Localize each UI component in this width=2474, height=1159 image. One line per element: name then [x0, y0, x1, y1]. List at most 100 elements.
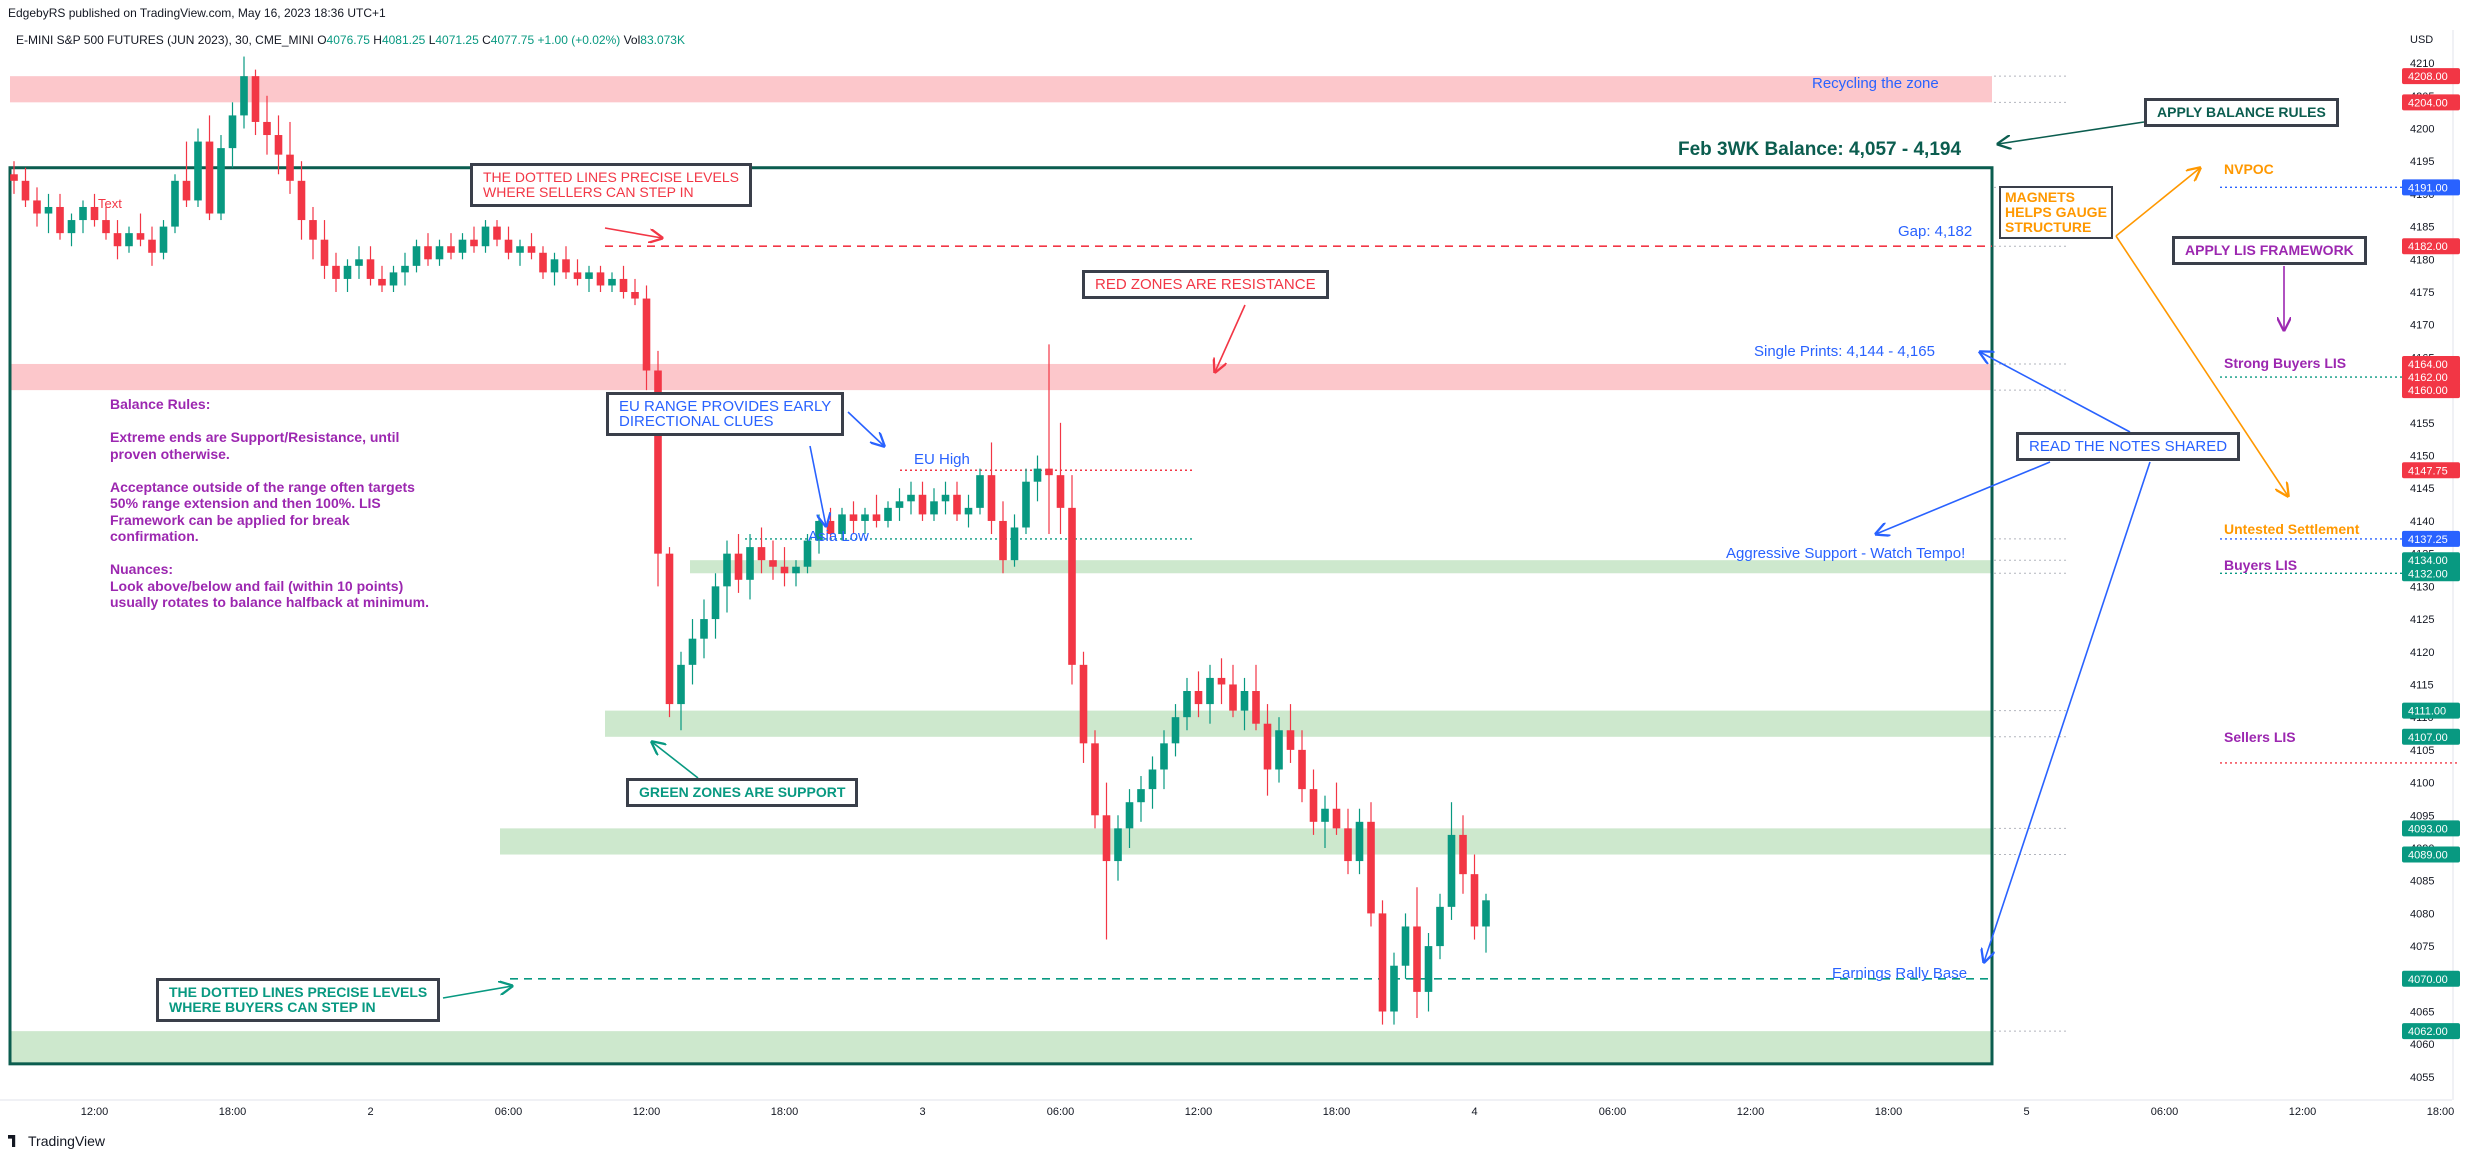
candle-body: [309, 220, 317, 240]
candle-body: [1321, 808, 1329, 822]
candle-body: [1160, 743, 1168, 770]
candle-body: [654, 370, 662, 554]
candle-body: [21, 180, 30, 201]
candle-body: [1091, 743, 1099, 816]
candle-body: [585, 272, 593, 279]
y-tick-label: 4055: [2410, 1072, 2434, 1084]
support-zone: [10, 1031, 1992, 1064]
price-tag-label: 4132.00: [2408, 568, 2448, 580]
y-tick-label: 4140: [2410, 516, 2434, 528]
x-tick-label: 18:00: [1323, 1106, 1351, 1118]
candle-body: [838, 514, 846, 535]
price-tag: [2402, 382, 2460, 399]
resistance-zone: [10, 363, 1992, 391]
candle-body: [1114, 828, 1122, 862]
candle-body: [67, 220, 76, 234]
x-tick-label: 18:00: [219, 1106, 247, 1118]
tradingview-brand[interactable]: TradingView: [28, 1133, 106, 1149]
annotation-arrow: [1984, 461, 2151, 962]
candle-body: [1482, 900, 1490, 927]
candle-body: [1206, 677, 1214, 705]
eu-range-box: EU RANGE PROVIDES EARLY DIRECTIONAL CLUE…: [606, 392, 845, 436]
y-tick-label: 4180: [2410, 254, 2434, 266]
candle-body: [1309, 789, 1318, 822]
x-tick-label: 18:00: [1875, 1106, 1903, 1118]
price-tag-label: 4147.75: [2408, 465, 2448, 477]
candle-body: [320, 239, 329, 266]
candle-body: [815, 520, 823, 541]
candle-body: [286, 154, 294, 181]
candle-body: [389, 272, 398, 286]
candle-body: [780, 566, 789, 574]
y-tick-label: 4210: [2410, 58, 2434, 70]
candle-body: [263, 121, 271, 136]
price-tag-label: 4107.00: [2408, 732, 2448, 744]
support-zone: [500, 828, 1992, 855]
dotted-sellers-box: THE DOTTED LINES PRECISE LEVELS WHERE SE…: [470, 163, 752, 207]
gap-label: Gap: 4,182: [1898, 223, 1973, 240]
y-tick-label: 4105: [2410, 745, 2434, 757]
candle-body: [631, 292, 639, 299]
single-prints-label: Single Prints: 4,144 - 4,165: [1754, 343, 1935, 360]
candle-body: [746, 547, 754, 580]
x-tick-label: 18:00: [771, 1106, 799, 1118]
open-value: 4076.75: [326, 33, 370, 47]
x-tick-label: 12:00: [633, 1106, 661, 1118]
candle-body: [1171, 717, 1180, 744]
price-tag: [2402, 552, 2460, 569]
earnings-rally-label: Earnings Rally Base: [1832, 965, 1968, 982]
text-marker: Text: [98, 196, 122, 211]
price-tag: [2402, 462, 2460, 479]
candle-body: [1332, 808, 1341, 829]
price-tag-label: 4191.00: [2408, 182, 2448, 194]
x-tick-label: 3: [919, 1106, 925, 1118]
close-label: C: [482, 33, 491, 47]
price-tag: [2402, 970, 2460, 987]
y-tick-label: 4195: [2410, 156, 2434, 168]
candle-body: [56, 206, 64, 234]
price-tag: [2402, 820, 2460, 837]
y-tick-label: 4095: [2410, 810, 2434, 822]
price-tag: [2402, 702, 2460, 719]
price-tag-label: 4182.00: [2408, 241, 2448, 253]
candle-body: [1367, 821, 1375, 914]
y-tick-label: 4080: [2410, 908, 2434, 920]
candle-body: [1194, 691, 1203, 705]
candle-body: [999, 520, 1007, 561]
symbol-name[interactable]: E-MINI S&P 500 FUTURES (JUN 2023), 30, C…: [16, 33, 314, 47]
x-tick-label: 06:00: [495, 1106, 523, 1118]
balance-range-box: [8, 166, 1994, 1066]
buyers-lis-label: Buyers LIS: [2224, 557, 2298, 573]
candle-body: [33, 200, 41, 214]
candle-body: [10, 174, 18, 181]
price-tag-label: 4089.00: [2408, 850, 2448, 862]
x-tick-label: 12:00: [2289, 1106, 2317, 1118]
candle-body: [1079, 664, 1088, 744]
read-notes-box: READ THE NOTES SHARED: [2016, 432, 2241, 461]
annotation-arrow: [1998, 121, 2145, 144]
candle-body: [1137, 789, 1145, 803]
candle-body: [297, 180, 306, 221]
arrows-layer: [442, 121, 2288, 999]
candle-body: [700, 619, 708, 639]
candle-body: [573, 272, 582, 279]
y-tick-label: 4120: [2410, 647, 2434, 659]
price-axis[interactable]: USD4055406040654070407540804085409040954…: [2402, 30, 2460, 1100]
eu-high-label: EU High: [914, 451, 970, 468]
candle-body: [274, 135, 283, 155]
apply-lis-box: APPLY LIS FRAMEWORK: [2172, 236, 2367, 265]
candle-body: [136, 233, 145, 240]
candle-body: [159, 226, 168, 253]
time-axis[interactable]: 12:00 18:00 2 06:00 12:00 18:00 3 06:00 12:00 18:…: [0, 1099, 2474, 1118]
candle-body: [849, 514, 858, 521]
candle-body: [665, 553, 674, 705]
candle-body: [458, 239, 467, 253]
annotation-arrow: [1876, 461, 2051, 534]
balance-rules-note: Balance Rules: Extreme ends are Support/…: [110, 396, 429, 610]
candle-body: [884, 507, 892, 521]
candle-body: [562, 259, 570, 273]
candle-body: [550, 259, 559, 273]
tradingview-logo-icon: [8, 1135, 16, 1147]
candle-body: [918, 494, 927, 515]
